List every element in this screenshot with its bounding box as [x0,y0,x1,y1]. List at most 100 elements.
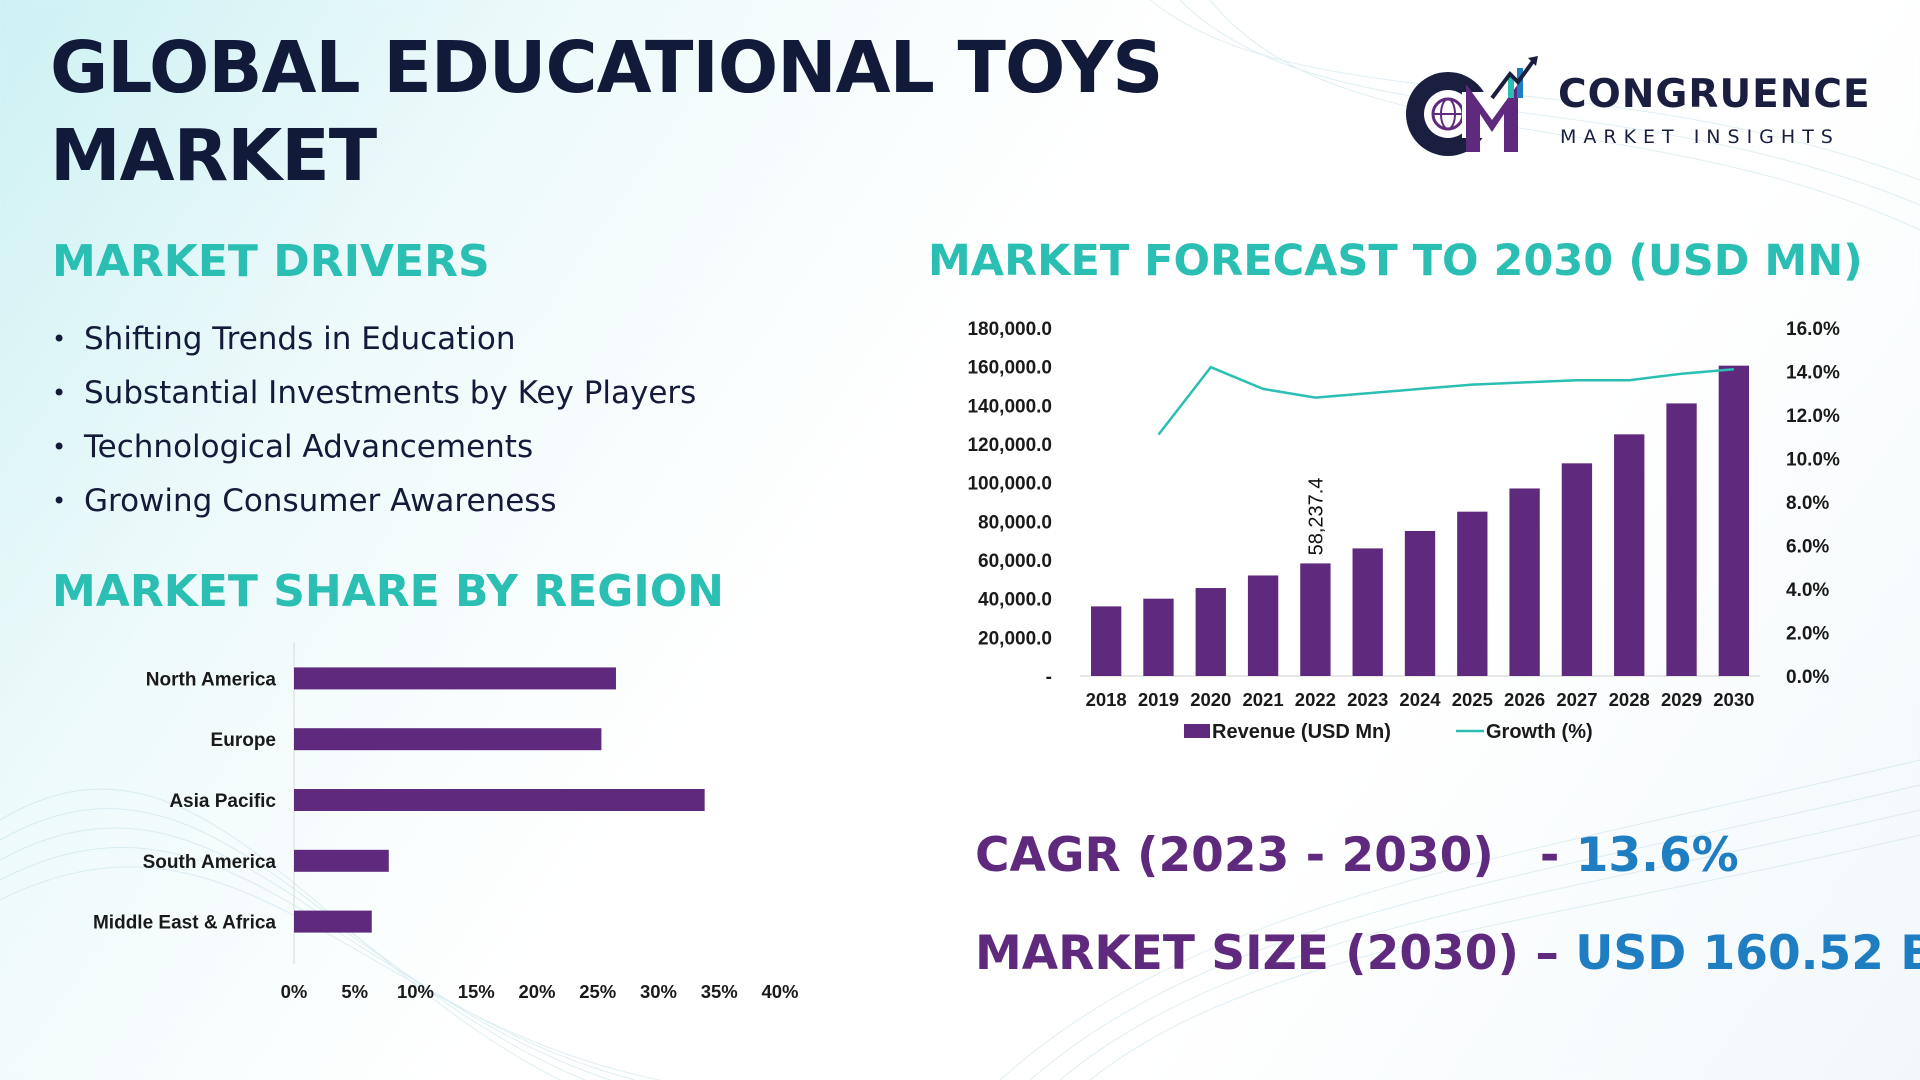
x-tick-label: 2021 [1242,689,1283,710]
x-tick-label: 15% [458,981,495,1000]
bullet-icon: • [52,433,67,461]
growth-line [1157,365,1734,436]
page-title: GLOBAL EDUCATIONAL TOYS MARKET [50,26,1163,197]
x-tick-label: 2018 [1086,689,1127,710]
driver-text: Growing Consumer Awareness [84,483,557,519]
y2-tick-label: 6.0% [1786,537,1829,558]
revenue-bar [1300,563,1331,676]
x-tick-label: 35% [701,981,738,1000]
driver-item: • Shifting Trends in Education [52,312,696,366]
revenue-bar [1614,434,1645,676]
region-label: Asia Pacific [169,791,276,812]
x-tick-label: 5% [341,981,368,1000]
drivers-heading: MARKET DRIVERS [52,236,490,287]
market-size-value: USD 160.52 BN [1575,926,1920,981]
region-bar [294,667,616,690]
market-size-stat: MARKET SIZE (2030) – USD 160.52 BN [975,926,1920,981]
revenue-bar [1352,548,1383,676]
x-tick-label: 2019 [1138,689,1179,710]
driver-text: Shifting Trends in Education [84,321,516,357]
revenue-bar [1666,403,1697,676]
y2-tick-label: 4.0% [1786,580,1829,601]
y-tick-label: 60,000.0 [978,551,1052,572]
x-tick-label: 2026 [1504,689,1545,710]
x-tick-label: 2020 [1190,689,1231,710]
logo-name: CONGRUENCE [1558,72,1871,117]
y-tick-label: 20,000.0 [978,628,1052,649]
y2-tick-label: 16.0% [1786,319,1840,340]
y2-tick-label: 12.0% [1786,406,1840,427]
y2-tick-label: 0.0% [1786,667,1829,688]
region-bar [294,789,705,811]
cagr-stat: CAGR (2023 - 2030) - 13.6% [975,828,1739,883]
y2-tick-label: 8.0% [1786,493,1829,514]
revenue-bar [1143,598,1174,676]
driver-item: • Growing Consumer Awareness [52,474,696,528]
x-tick-label: 40% [761,981,798,1000]
data-label: 58,237.4 [1305,478,1327,556]
region-label: North America [146,669,277,690]
logo-subtitle: MARKET INSIGHTS [1560,126,1840,148]
y-tick-label: 140,000.0 [967,396,1052,417]
cagr-label: CAGR (2023 - 2030) [975,828,1494,883]
region-label: South America [143,852,277,873]
y-tick-label: 160,000.0 [967,358,1052,379]
region-label: Europe [211,730,276,751]
company-logo: CONGRUENCE MARKET INSIGHTS [1400,54,1880,164]
revenue-bar [1090,606,1122,676]
x-tick-label: 2025 [1452,689,1493,710]
y-tick-label: 40,000.0 [978,590,1052,611]
region-label: Middle East & Africa [93,913,276,934]
bullet-icon: • [52,379,67,407]
x-tick-label: 2029 [1661,689,1702,710]
revenue-bar [1718,365,1750,676]
revenue-bar [1247,575,1279,676]
region-bar [294,728,602,751]
y2-tick-label: 14.0% [1786,363,1840,384]
bullet-icon: • [52,487,67,515]
x-tick-label: 30% [640,981,677,1000]
revenue-bar [1509,488,1540,676]
y2-tick-label: 2.0% [1786,624,1829,645]
cagr-value: 13.6% [1575,828,1739,883]
x-tick-label: 2023 [1347,689,1388,710]
x-tick-label: 25% [579,981,616,1000]
legend-revenue-swatch [1184,724,1210,738]
revenue-bar [1195,588,1226,676]
cagr-separator: - [1539,828,1576,883]
x-tick-label: 0% [281,981,308,1000]
forecast-chart: - 20,000.0 40,000.0 60,000.0 80,000.0 100,000… [967,319,1840,743]
driver-item: • Substantial Investments by Key Players [52,366,696,420]
legend-growth-label: Growth (%) [1486,721,1593,743]
y2-tick-label: 10.0% [1786,450,1840,471]
x-tick-label: 2022 [1295,689,1336,710]
x-tick-label: 2028 [1609,689,1650,710]
y-tick-label: 180,000.0 [967,319,1052,340]
x-tick-label: 2030 [1713,689,1754,710]
market-size-label: MARKET SIZE (2030) [975,926,1519,981]
region-chart: North America Europe Asia Pacific South Ame… [93,642,799,1000]
revenue-bar [1404,531,1436,676]
driver-text: Substantial Investments by Key Players [84,375,697,411]
x-tick-label: 20% [518,981,555,1000]
bullet-icon: • [52,325,67,353]
revenue-bar [1561,463,1593,676]
x-tick-label: 10% [397,981,434,1000]
y-tick-label: 120,000.0 [967,435,1052,456]
y-tick-label: 80,000.0 [978,512,1052,533]
drivers-list: • Shifting Trends in Education • Substanti… [52,312,696,528]
logo-mark-icon [1406,56,1538,156]
y-tick-label: 100,000.0 [967,474,1052,495]
driver-item: • Technological Advancements [52,420,696,474]
forecast-heading: MARKET FORECAST TO 2030 (USD MN) [928,236,1863,286]
region-bar [294,910,372,933]
driver-text: Technological Advancements [84,429,534,465]
x-tick-label: 2024 [1399,689,1441,710]
legend-revenue-label: Revenue (USD Mn) [1212,721,1391,743]
x-tick-label: 2027 [1556,689,1597,710]
y-tick-label: - [1046,667,1052,688]
market-size-separator: – [1518,926,1576,981]
revenue-bar [1457,511,1488,676]
region-bar [294,849,389,872]
region-heading: MARKET SHARE BY REGION [52,566,724,617]
